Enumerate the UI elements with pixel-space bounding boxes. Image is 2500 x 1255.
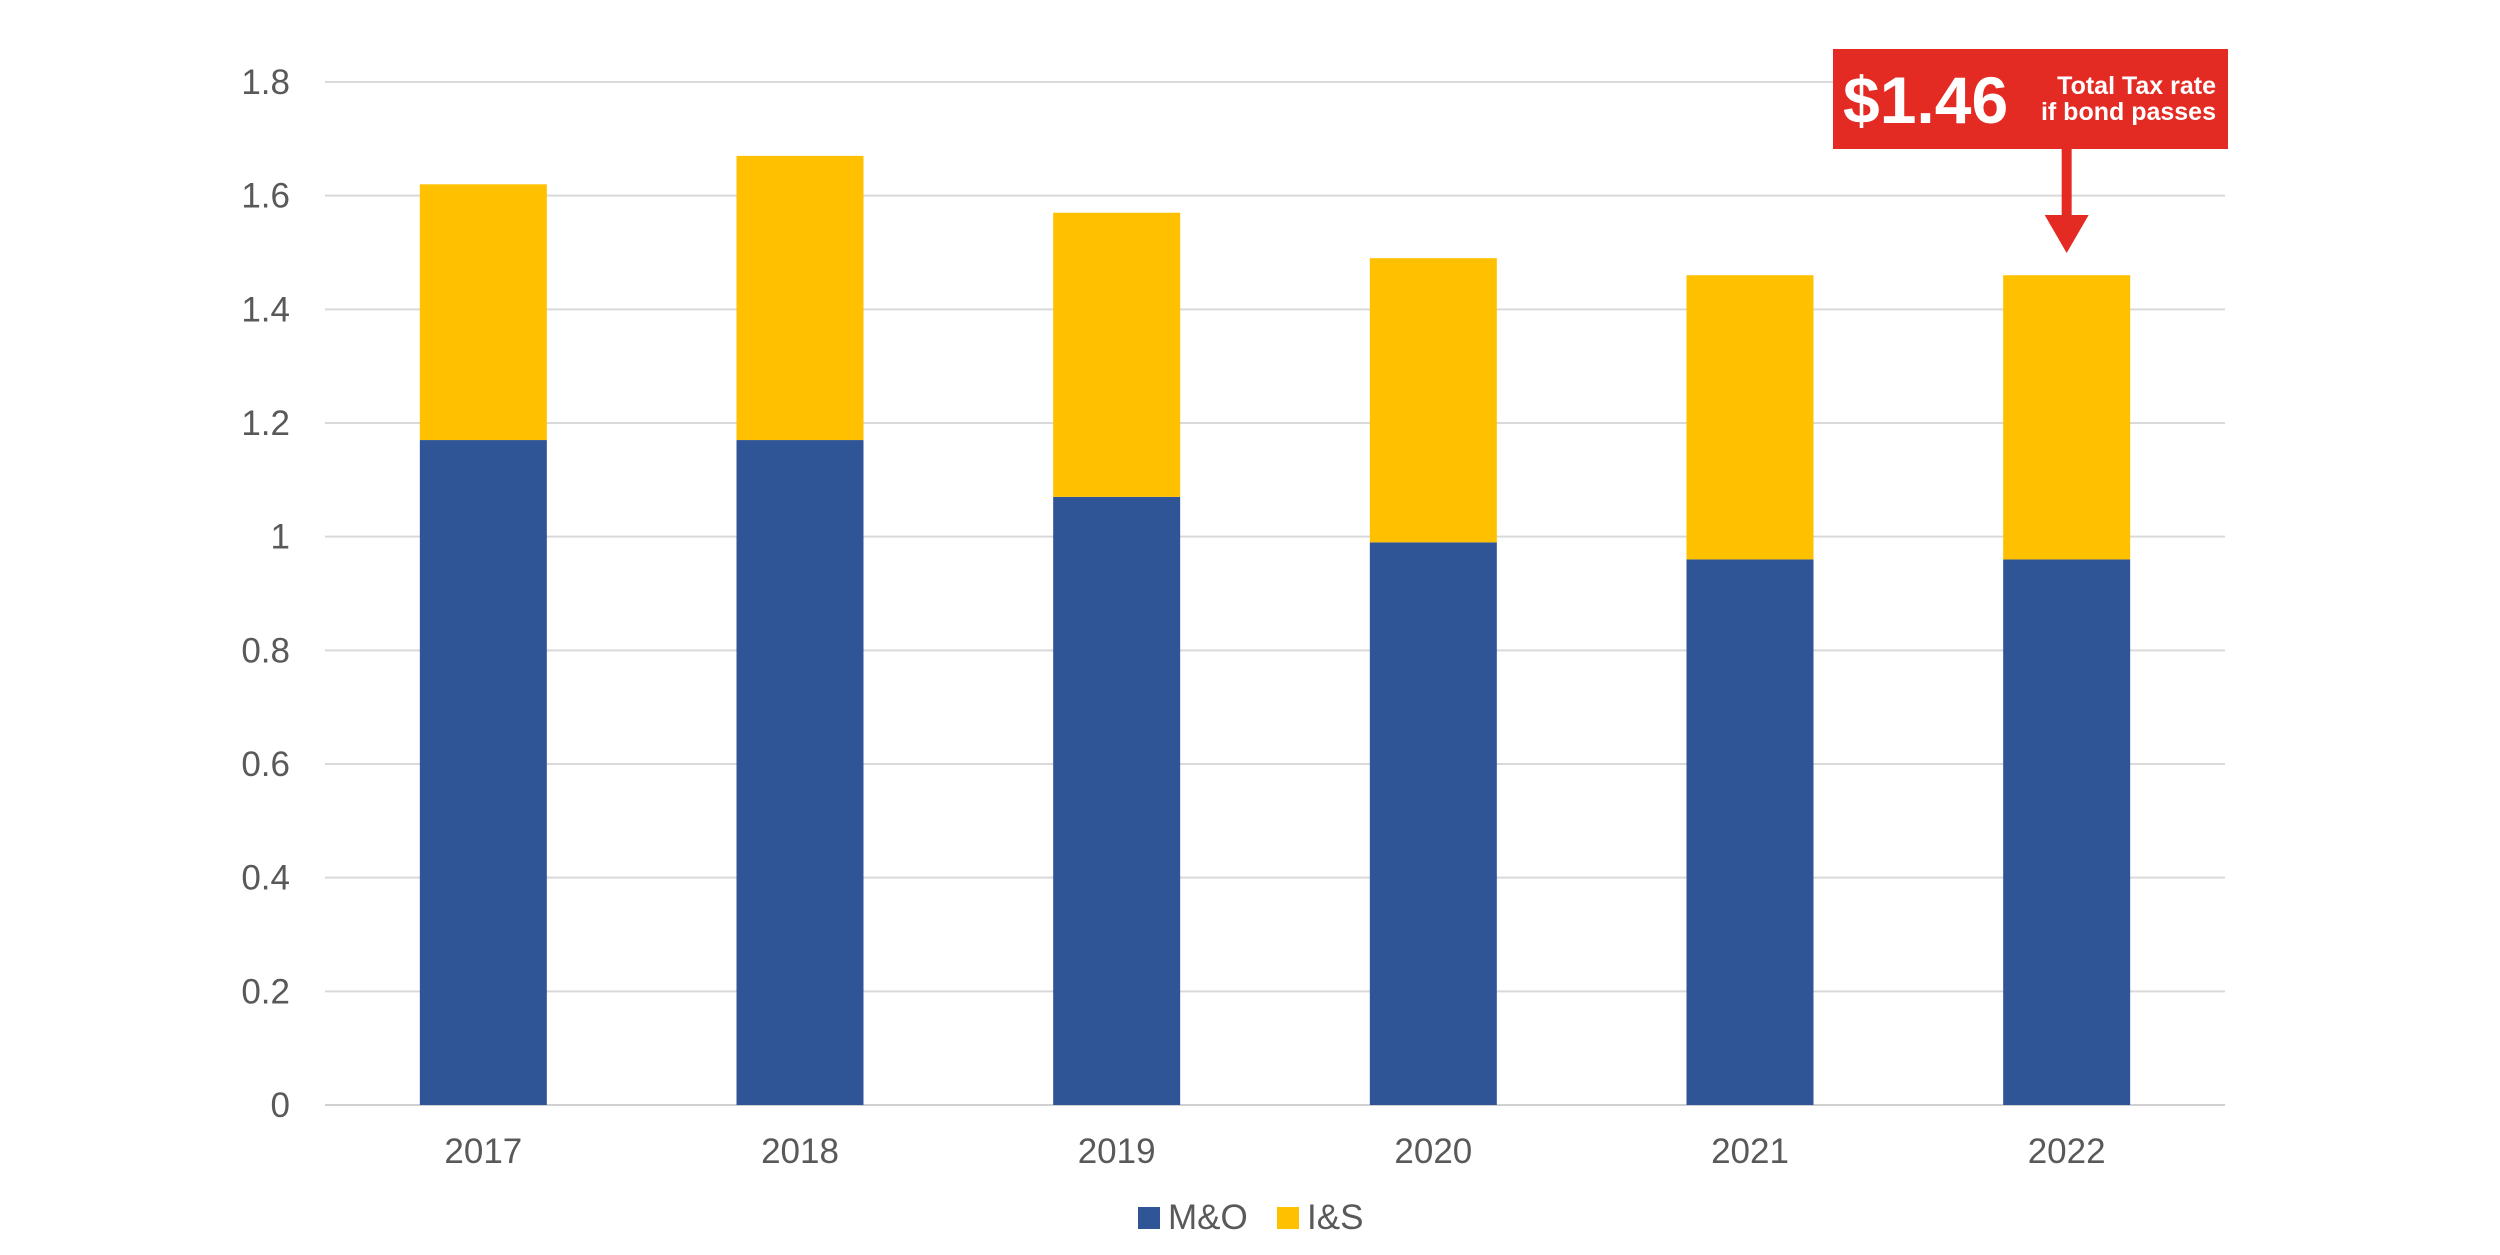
callout-arrow-head [2044,215,2089,253]
legend-swatch [1277,1207,1299,1229]
y-tick-label: 1.6 [241,177,290,216]
x-tick-label: 2019 [1078,1132,1156,1171]
callout-line2: if bond passes [2041,98,2216,126]
callout-box [1833,49,2228,149]
y-tick-label: 0 [271,1086,290,1125]
bar-segment-mo [1686,559,1814,1105]
bar-segment-is [419,184,547,441]
x-tick-label: 2017 [444,1132,522,1171]
callout-line1: Total Tax rate [2057,72,2216,100]
legend: M&O I&S [1138,1198,1363,1237]
bar-segment-mo [736,440,864,1105]
bar-segment-mo [2003,559,2131,1105]
y-tick-label: 1.4 [241,290,290,329]
bar-segment-mo [1053,496,1181,1106]
bar-segment-is [1369,258,1497,543]
legend-swatch [1138,1207,1160,1229]
x-tick-label: 2021 [1711,1132,1789,1171]
y-tick-label: 0.2 [241,972,290,1011]
x-axis-ticks: 2017 2018 2019 2020 2021 2022 [444,1132,2105,1171]
y-tick-label: 1.2 [241,404,290,443]
x-tick-label: 2022 [2028,1132,2106,1171]
bar-segment-is [1053,212,1181,497]
bar-segment-is [1686,275,1814,560]
y-tick-label: 1.8 [241,63,290,102]
bar-segment-is [736,155,864,441]
y-tick-label: 1 [271,518,290,557]
callout-arrow-shaft [2061,149,2072,216]
y-tick-label: 0.4 [241,859,290,898]
legend-label: I&S [1307,1198,1363,1237]
callout-value: $1.46 [1843,63,2008,137]
y-axis-ticks: 0 0.2 0.4 0.6 0.8 1 1.2 1.4 1.6 1.8 [241,63,290,1125]
bars [419,155,2131,1106]
gridlines [325,81,2225,1106]
legend-label: M&O [1168,1198,1248,1237]
x-tick-label: 2018 [761,1132,839,1171]
y-tick-label: 0.6 [241,745,290,784]
x-tick-label: 2020 [1394,1132,1472,1171]
bar-segment-mo [419,440,547,1105]
y-tick-label: 0.8 [241,631,290,670]
bar-segment-mo [1369,542,1497,1105]
bar-segment-is [2003,275,2131,560]
